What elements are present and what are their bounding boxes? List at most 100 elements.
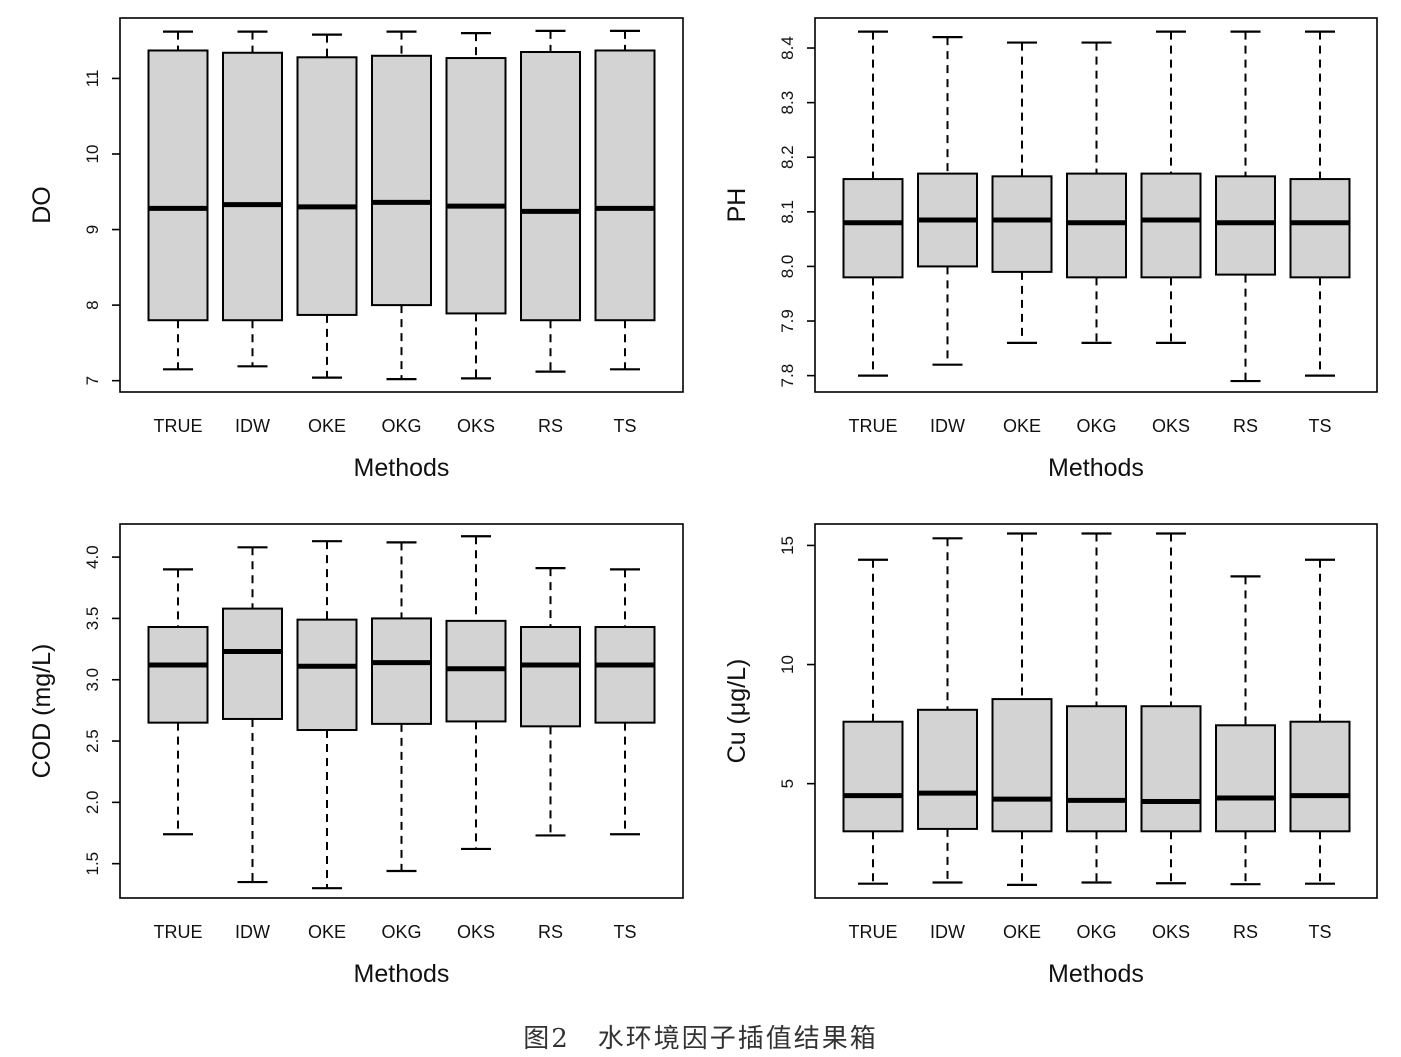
y-tick-label: 7.9 xyxy=(778,309,797,333)
iqr-box xyxy=(842,720,904,833)
box-rs xyxy=(520,29,581,373)
x-axis-title: Methods xyxy=(1048,454,1144,482)
box-okg xyxy=(1066,41,1127,344)
iqr-box xyxy=(1140,705,1202,833)
x-tick-label: OKG xyxy=(381,416,421,436)
y-tick-label: 3.5 xyxy=(83,607,102,631)
x-tick-label: IDW xyxy=(235,416,270,436)
chart-panel-4: TRUE IDW OKE OKG OKS RS TS 5 10 15 Methods Cu (μg/L… xyxy=(723,523,1378,988)
y-axis-title: COD (mg/L) xyxy=(28,644,56,779)
y-tick-label: 15 xyxy=(778,536,797,555)
x-tick-label: OKG xyxy=(1076,922,1116,942)
y-tick-label: 8.0 xyxy=(778,255,797,279)
y-tick-label: 10 xyxy=(83,145,102,164)
chart-panel-2: TRUE IDW OKE OKG OKS RS TS 7.8 7.9 8.0 8.1 8.2 8.3 8.… xyxy=(723,17,1378,482)
x-tick-label: RS xyxy=(1233,922,1258,942)
x-tick-label: RS xyxy=(538,416,563,436)
box-rs xyxy=(1215,575,1276,886)
x-tick-label: TRUE xyxy=(154,922,203,942)
box-idw xyxy=(222,30,283,368)
iqr-box xyxy=(1066,172,1127,279)
x-tick-label: IDW xyxy=(930,922,965,942)
x-axis-title: Methods xyxy=(1048,960,1144,988)
x-tick-label: OKE xyxy=(308,922,346,942)
x-tick-label: TS xyxy=(613,922,636,942)
box-true xyxy=(147,568,209,836)
x-tick-label: RS xyxy=(538,922,563,942)
box-ts xyxy=(1289,558,1351,885)
iqr-box xyxy=(991,698,1053,833)
box-oke xyxy=(296,540,358,890)
box-true xyxy=(842,30,904,377)
box-oks xyxy=(445,535,507,851)
iqr-box xyxy=(296,618,358,732)
iqr-box xyxy=(1289,178,1351,279)
iqr-box xyxy=(594,49,656,322)
plot-frame xyxy=(814,523,1378,899)
box-rs xyxy=(520,567,581,837)
iqr-box xyxy=(222,607,283,720)
y-tick-label: 7.8 xyxy=(778,364,797,388)
x-tick-label: IDW xyxy=(235,922,270,942)
iqr-box xyxy=(917,708,978,830)
x-tick-label: TS xyxy=(613,416,636,436)
chart-panel-3: TRUE IDW OKE OKG OKS RS TS 1.5 2.0 2.5 3.0 3.5 4.0 Me… xyxy=(28,523,684,988)
x-tick-label: OKG xyxy=(1076,416,1116,436)
box-true xyxy=(842,558,904,885)
figure-caption: 图2 水环境因子插值结果箱 xyxy=(523,1024,878,1054)
box-oke xyxy=(991,532,1053,886)
box-okg xyxy=(371,30,432,381)
box-idw xyxy=(917,36,978,366)
y-tick-label: 1.5 xyxy=(83,852,102,876)
iqr-box xyxy=(520,51,581,322)
plot-frame xyxy=(119,17,684,393)
x-tick-label: TS xyxy=(1308,416,1331,436)
y-tick-label: 2.5 xyxy=(83,729,102,753)
box-okg xyxy=(371,541,432,873)
y-tick-label: 10 xyxy=(778,655,797,674)
iqr-box xyxy=(222,51,283,322)
y-tick-label: 7 xyxy=(83,376,102,385)
iqr-box xyxy=(1215,175,1276,276)
iqr-box xyxy=(445,57,507,315)
box-oks xyxy=(445,32,507,380)
box-idw xyxy=(222,546,283,884)
iqr-box xyxy=(842,178,904,279)
x-tick-label: OKS xyxy=(1152,922,1190,942)
iqr-box xyxy=(147,626,209,724)
x-axis-title: Methods xyxy=(354,454,450,482)
y-tick-label: 8.4 xyxy=(778,36,797,60)
x-tick-label: OKS xyxy=(1152,416,1190,436)
chart-panel-1: TRUE IDW OKE OKG OKS RS TS 7 8 9 10 11 Methods DO xyxy=(28,17,684,482)
x-tick-label: OKE xyxy=(308,416,346,436)
y-tick-label: 2.0 xyxy=(83,791,102,815)
y-tick-label: 3.0 xyxy=(83,668,102,692)
y-tick-label: 8.3 xyxy=(778,91,797,115)
y-tick-label: 11 xyxy=(83,70,102,88)
box-ts xyxy=(594,29,656,371)
iqr-box xyxy=(296,56,358,316)
x-tick-label: OKE xyxy=(1003,416,1041,436)
x-tick-label: IDW xyxy=(930,416,965,436)
y-tick-label: 8 xyxy=(83,300,102,309)
iqr-box xyxy=(371,54,432,307)
box-oke xyxy=(991,41,1053,344)
x-tick-label: OKG xyxy=(381,922,421,942)
x-tick-label: TS xyxy=(1308,922,1331,942)
iqr-box xyxy=(991,175,1053,273)
iqr-box xyxy=(371,617,432,725)
box-ts xyxy=(1289,30,1351,377)
iqr-box xyxy=(1066,705,1127,833)
box-true xyxy=(147,30,209,371)
y-axis-title: PH xyxy=(723,188,751,223)
x-tick-label: TRUE xyxy=(154,416,203,436)
iqr-box xyxy=(520,626,581,728)
x-tick-label: TRUE xyxy=(849,416,898,436)
y-tick-label: 4.0 xyxy=(83,545,102,569)
x-axis-title: Methods xyxy=(354,960,450,988)
y-axis-title: DO xyxy=(28,186,56,224)
y-tick-label: 9 xyxy=(83,225,102,234)
box-idw xyxy=(917,537,978,884)
iqr-box xyxy=(1289,720,1351,833)
